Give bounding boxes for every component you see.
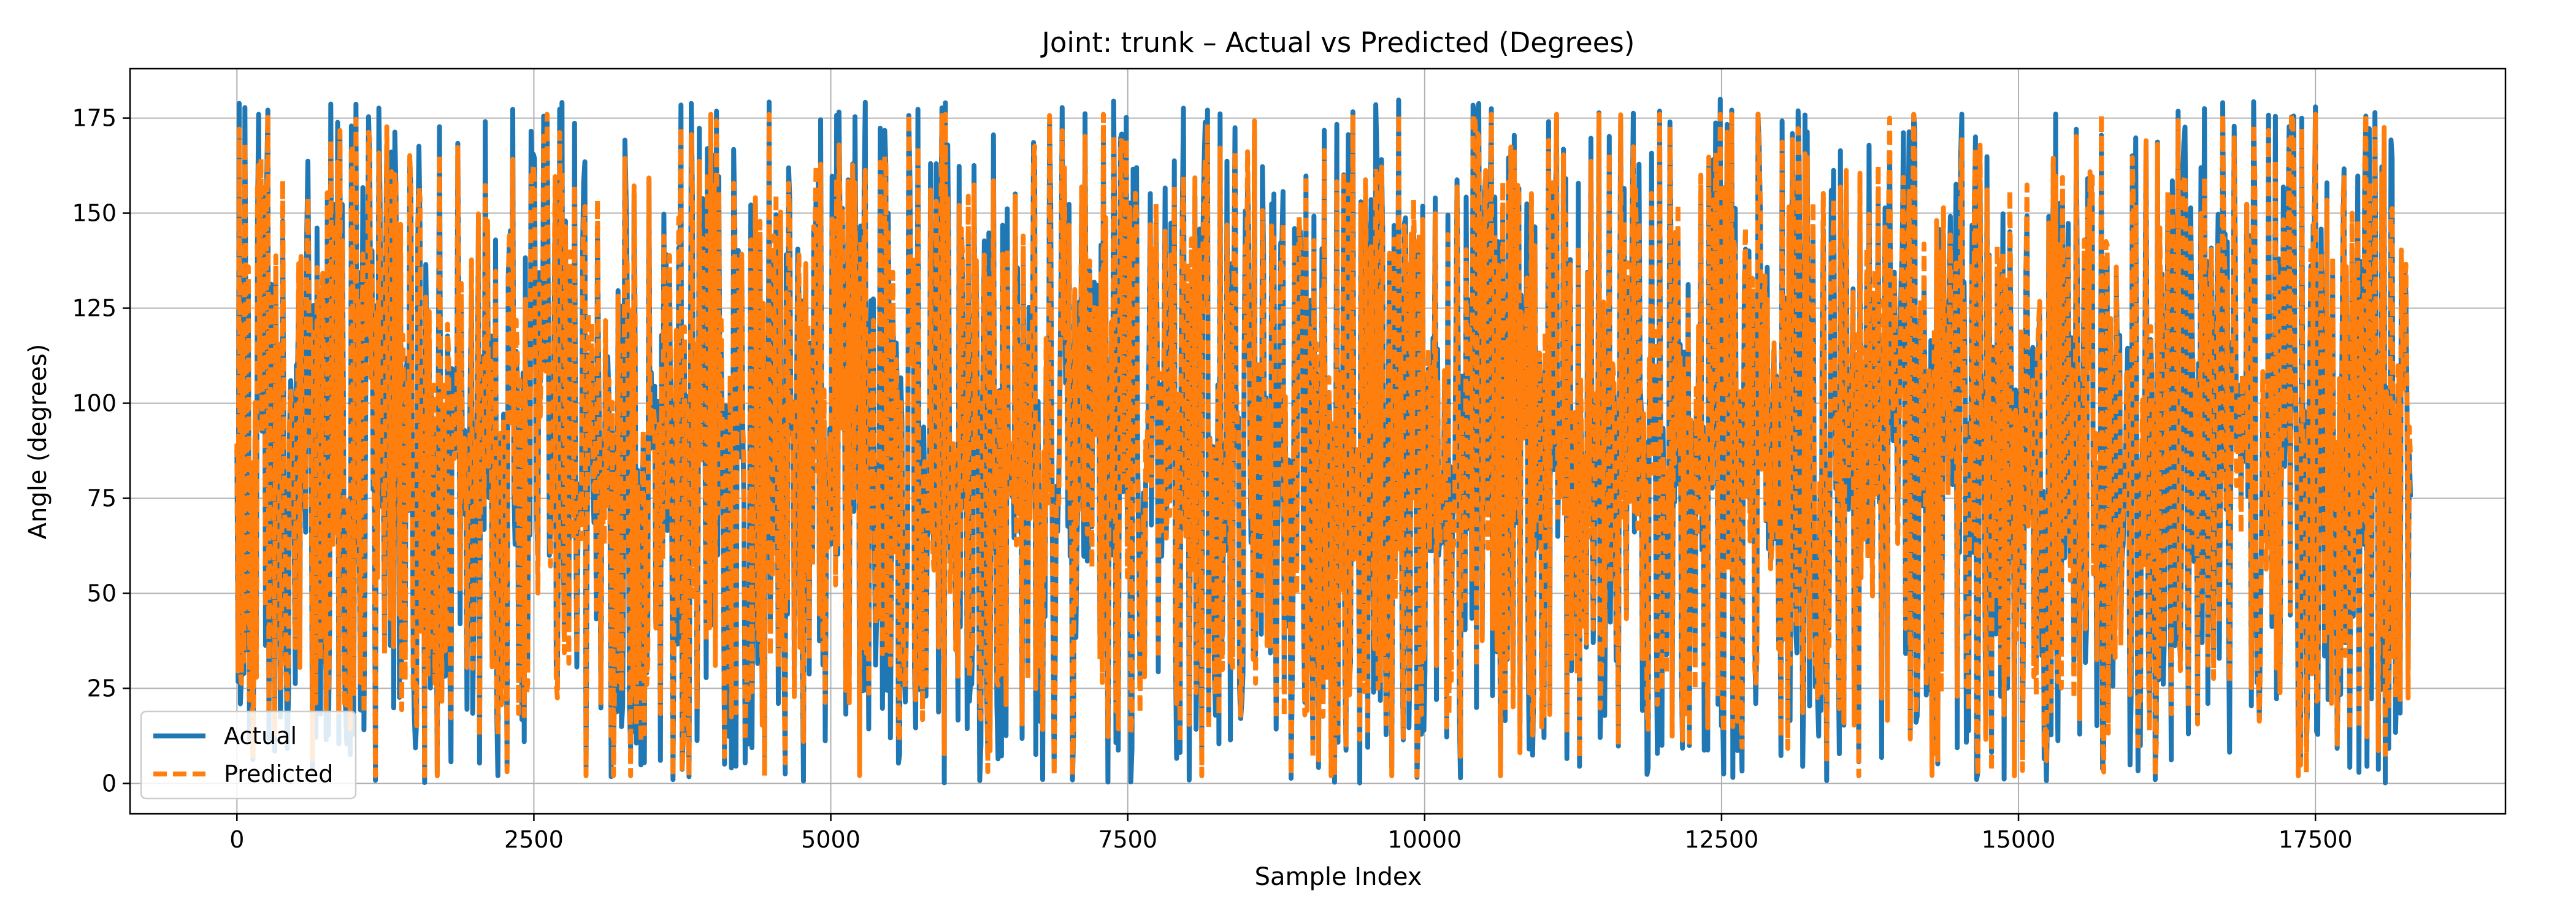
y-tick-label: 50 [87,580,117,607]
x-tick-label: 12500 [1684,826,1758,853]
x-tick-label: 17500 [2279,826,2353,853]
y-tick-label: 150 [72,200,117,227]
y-axis-label: Angle (degrees) [24,344,52,540]
y-axis: 0 25 50 75 100 125 150 175 [72,105,130,797]
y-tick-label: 25 [87,675,117,702]
y-tick-label: 175 [72,105,117,132]
legend-label-actual: Actual [224,722,297,749]
x-tick-label: 7500 [1098,826,1157,853]
legend: Actual Predicted [140,710,357,800]
series-predicted-line [234,112,2413,778]
legend-label-predicted: Predicted [224,760,333,787]
x-tick-label: 15000 [1982,826,2056,853]
legend-box [140,710,357,800]
x-axis-label: Sample Index [1255,863,1422,891]
x-tick-label: 0 [229,826,244,853]
y-tick-label: 100 [72,390,117,417]
chart-title: Joint: trunk – Actual vs Predicted (Degr… [1040,26,1635,59]
y-tick-label: 125 [72,295,117,322]
plot-area [234,96,2413,786]
plot-frame [129,67,2507,815]
y-tick-label: 75 [87,484,117,511]
y-tick-label: 0 [102,770,117,797]
x-tick-label: 10000 [1387,826,1462,853]
x-tick-label: 2500 [504,826,564,853]
x-axis: 0 2500 5000 7500 10000 12500 15000 17500 [229,814,2353,853]
x-tick-label: 5000 [801,826,861,853]
